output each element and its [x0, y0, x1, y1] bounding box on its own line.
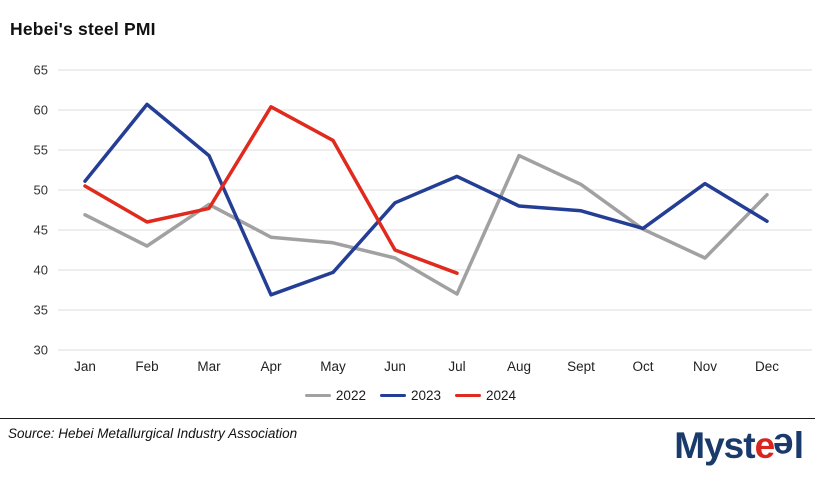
- y-tick-label-45: 45: [34, 223, 48, 238]
- footer-divider: [0, 418, 815, 419]
- x-tick-label-sept: Sept: [567, 359, 595, 374]
- series-line-2022: [83, 153, 769, 296]
- chart-legend: 2022 2023 2024: [0, 388, 821, 403]
- legend-label-2023: 2023: [410, 388, 442, 403]
- legend-swatch-2023: [379, 394, 406, 397]
- x-tick-label-mar: Mar: [197, 359, 221, 374]
- legend-label-2022: 2022: [335, 388, 366, 403]
- y-tick-label-40: 40: [34, 263, 48, 278]
- legend-label-2024: 2024: [486, 388, 517, 403]
- x-tick-label-jun: Jun: [384, 359, 406, 374]
- x-tick-label-apr: Apr: [260, 359, 282, 374]
- y-tick-label-65: 65: [34, 63, 48, 78]
- series-line-2024: [83, 105, 459, 275]
- x-tick-label-oct: Oct: [632, 359, 653, 374]
- x-tick-label-may: May: [320, 359, 346, 374]
- x-tick-label-feb: Feb: [135, 359, 158, 374]
- source-note: Source: Hebei Metallurgical Industry Ass…: [8, 426, 298, 441]
- y-tick-label-35: 35: [34, 303, 48, 318]
- y-tick-label-30: 30: [34, 343, 48, 358]
- legend-item-2023: 2023: [379, 388, 442, 403]
- x-tick-label-aug: Aug: [507, 359, 531, 374]
- x-tick-label-dec: Dec: [755, 359, 779, 374]
- y-tick-label-60: 60: [34, 103, 48, 118]
- legend-swatch-2022: [304, 394, 331, 397]
- chart-title: Hebei's steel PMI: [10, 19, 156, 39]
- legend-swatch-2024: [455, 394, 482, 397]
- logo-letter-e-blue: e: [774, 426, 794, 467]
- mysteel-logo: Mysteel: [674, 424, 804, 468]
- pmi-line-chart: 65 60 55 50 45 40 35 30 Jan Feb Mar Apr May Jun Jul Aug…: [34, 63, 812, 374]
- x-tick-label-jul: Jul: [448, 359, 465, 374]
- x-tick-label-jan: Jan: [74, 359, 96, 374]
- logo-text-myst: Myst: [674, 425, 755, 466]
- y-tick-label-55: 55: [34, 143, 48, 158]
- logo-letter-e-red: e: [754, 425, 776, 466]
- series-line-2023: [83, 102, 769, 297]
- legend-item-2022: 2022: [304, 388, 366, 403]
- y-tick-label-50: 50: [34, 183, 48, 198]
- legend-item-2024: 2024: [455, 388, 516, 403]
- x-tick-label-nov: Nov: [693, 359, 717, 374]
- logo-text-l: l: [793, 425, 804, 466]
